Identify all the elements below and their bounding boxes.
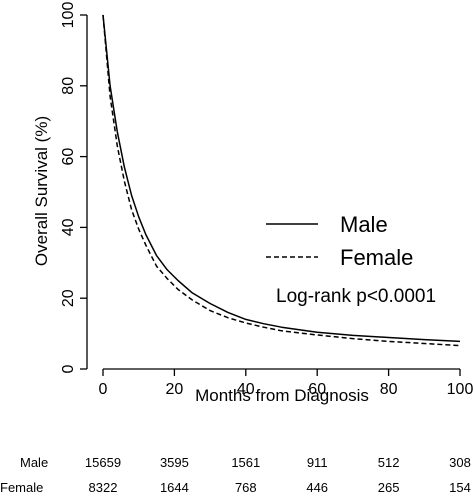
series-line-male [102, 14, 461, 343]
risk-value: 1561 [231, 455, 260, 470]
risk-value: 308 [449, 455, 471, 470]
y-tick-label: 0 [60, 364, 77, 373]
legend: Male Female [266, 212, 413, 270]
logrank-annotation: Log-rank p<0.0001 [276, 286, 436, 307]
y-tick-label: 60 [60, 148, 77, 166]
risk-value: 154 [449, 480, 471, 495]
risk-value: 15659 [85, 455, 121, 470]
x-tick-label: 60 [308, 381, 326, 398]
risk-table: Male 15659 3595 1561 911 512 308 Female 8322 1644… [0, 455, 471, 495]
series-lines [102, 14, 461, 347]
risk-row-label: Female [0, 480, 43, 495]
y-tick-label: 80 [60, 77, 77, 95]
y-tick-label: 40 [60, 218, 77, 236]
risk-value: 8322 [89, 480, 118, 495]
risk-value: 512 [378, 455, 400, 470]
legend-label-female: Female [340, 245, 413, 270]
x-tick-label: 40 [237, 381, 255, 398]
x-tick-label: 80 [380, 381, 398, 398]
risk-value: 3595 [160, 455, 189, 470]
axes: 0 20 40 60 80 100 0 20 40 60 80 100 [60, 2, 473, 398]
risk-row-label: Male [20, 455, 48, 470]
risk-value: 265 [378, 480, 400, 495]
x-tick-label: 20 [166, 381, 184, 398]
risk-value: 1644 [160, 480, 189, 495]
y-tick-label: 20 [60, 289, 77, 307]
y-tick-label: 100 [60, 2, 77, 29]
risk-value: 768 [235, 480, 257, 495]
risk-value: 446 [306, 480, 328, 495]
x-tick-label: 0 [99, 381, 108, 398]
risk-value: 911 [307, 455, 328, 470]
legend-label-male: Male [340, 212, 388, 237]
x-tick-label: 100 [447, 381, 474, 398]
series-line-female [102, 14, 461, 347]
y-axis-title: Overall Survival (%) [32, 116, 51, 266]
x-axis-title: Months from Diagnosis [195, 386, 369, 405]
